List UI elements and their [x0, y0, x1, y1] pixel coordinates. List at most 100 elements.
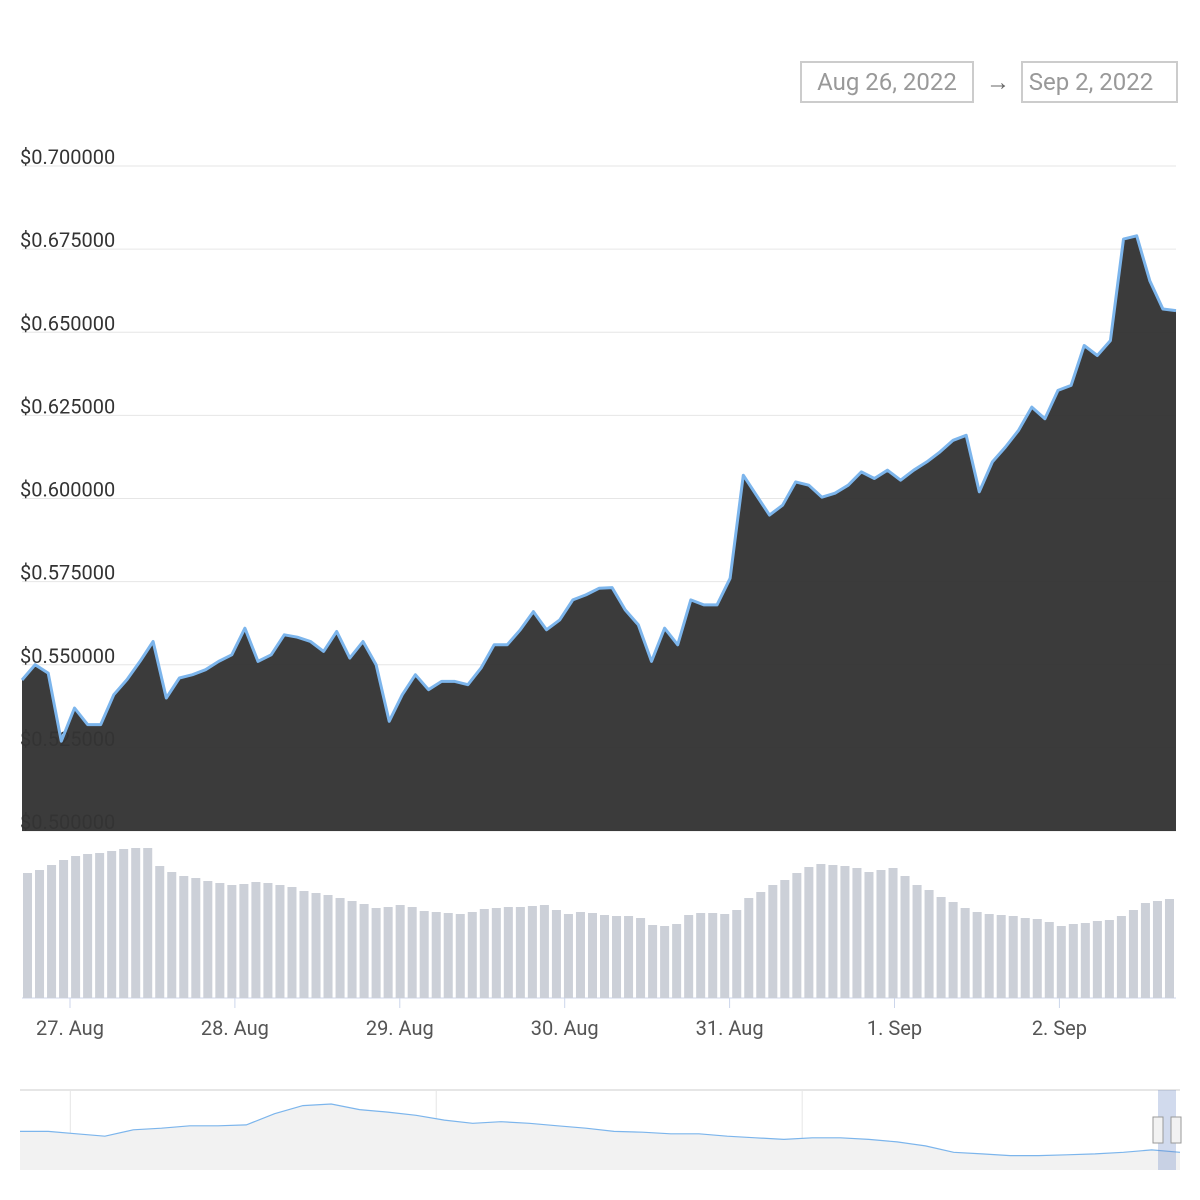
volume-bar: [732, 910, 742, 998]
volume-bar: [95, 853, 105, 998]
volume-bar: [131, 848, 141, 998]
volume-bar: [47, 865, 57, 998]
volume-bar: [600, 915, 610, 998]
price-line: [20, 234, 1177, 743]
volume-bar: [660, 926, 670, 998]
volume-bar: [311, 893, 321, 998]
volume-bar: [71, 856, 81, 998]
navigator-handle[interactable]: [1152, 1116, 1164, 1144]
volume-bar: [323, 895, 333, 998]
volume-bar: [527, 906, 537, 998]
volume-bar: [696, 913, 706, 998]
x-tick-label: 30. Aug: [531, 1016, 599, 1040]
volume-bar: [215, 883, 225, 998]
volume-bar: [539, 905, 549, 998]
y-tick-label: $0.650000: [20, 311, 115, 335]
volume-bar: [287, 887, 297, 998]
y-tick-label: $0.600000: [20, 478, 115, 502]
volume-bar: [35, 870, 45, 998]
volume-bar: [119, 849, 129, 998]
volume-bar: [924, 890, 934, 998]
volume-bar: [876, 870, 886, 998]
date-input-from[interactable]: [800, 61, 974, 103]
volume-bar: [624, 916, 634, 998]
volume-bar: [299, 891, 309, 998]
volume-bar: [720, 914, 730, 998]
volume-bar: [383, 907, 393, 998]
date-input-to[interactable]: [1021, 61, 1178, 103]
volume-bar: [912, 885, 922, 998]
volume-bar: [407, 907, 417, 998]
volume-bar: [756, 892, 766, 998]
y-tick-label: $0.700000: [20, 145, 115, 169]
x-tick-label: 1. Sep: [867, 1016, 922, 1040]
volume-bar: [395, 905, 405, 998]
volume-bar: [744, 898, 754, 998]
volume-bar: [1140, 903, 1150, 998]
volume-bar: [840, 866, 850, 998]
volume-bar: [828, 865, 838, 998]
volume-bar: [1092, 921, 1102, 998]
volume-bar: [972, 912, 982, 998]
volume-bar: [792, 873, 802, 998]
volume-bar: [203, 881, 213, 998]
volume-bar: [1116, 916, 1126, 998]
y-tick-label: $0.625000: [20, 394, 115, 418]
volume-bar: [960, 908, 970, 998]
volume-bar: [1056, 926, 1066, 998]
volume-bar: [239, 884, 249, 998]
volume-bar: [191, 878, 201, 998]
volume-bar: [1164, 899, 1174, 998]
volume-bar: [1032, 919, 1042, 998]
x-tick-label: 31. Aug: [696, 1016, 764, 1040]
date-from[interactable]: Aug 26, 2022: [817, 68, 957, 96]
navigator-line: [20, 1103, 1181, 1157]
volume-bar: [551, 910, 561, 998]
volume-bar: [1044, 922, 1054, 998]
volume-bar: [359, 904, 369, 998]
volume-bar: [431, 912, 441, 998]
volume-bar: [672, 924, 682, 998]
volume-bar: [419, 911, 429, 998]
volume-bar: [936, 897, 946, 998]
volume-bar: [888, 868, 898, 998]
volume-bar: [503, 907, 513, 998]
volume-bar: [816, 864, 826, 998]
volume-bar: [59, 860, 69, 998]
volume-bar: [636, 918, 646, 998]
x-tick-label: 28. Aug: [201, 1016, 269, 1040]
volume-bar: [467, 912, 477, 998]
volume-bar: [263, 883, 273, 998]
volume-bar: [275, 885, 285, 998]
volume-bar: [804, 867, 814, 998]
volume-bar: [948, 902, 958, 998]
volume-bar: [648, 925, 658, 998]
volume-bar: [491, 908, 501, 998]
volume-bar: [1020, 918, 1030, 998]
volume-bar: [612, 916, 622, 998]
volume-bar: [852, 868, 862, 998]
navigator-handle[interactable]: [1170, 1116, 1182, 1144]
date-separator: →: [986, 68, 1010, 96]
volume-bar: [83, 854, 93, 998]
volume-bar: [515, 907, 525, 998]
volume-bar: [143, 848, 153, 998]
volume-bar: [443, 913, 453, 998]
date-to[interactable]: Sep 2, 2022: [1029, 68, 1154, 96]
volume-bar: [575, 912, 585, 998]
x-tick-label: 2. Sep: [1032, 1016, 1087, 1040]
volume-bar: [708, 913, 718, 998]
price-area: [22, 235, 1176, 832]
volume-bar: [107, 851, 117, 998]
navigator-mask[interactable]: [1158, 1090, 1176, 1170]
volume-bar: [251, 882, 261, 998]
volume-bar: [227, 885, 237, 998]
volume-bar: [371, 908, 381, 998]
volume-bar: [479, 909, 489, 998]
volume-bar: [984, 914, 994, 998]
y-tick-label: $0.675000: [20, 228, 115, 252]
volume-bar: [455, 914, 465, 998]
volume-bar: [900, 876, 910, 998]
navigator-area: [20, 1104, 1180, 1170]
